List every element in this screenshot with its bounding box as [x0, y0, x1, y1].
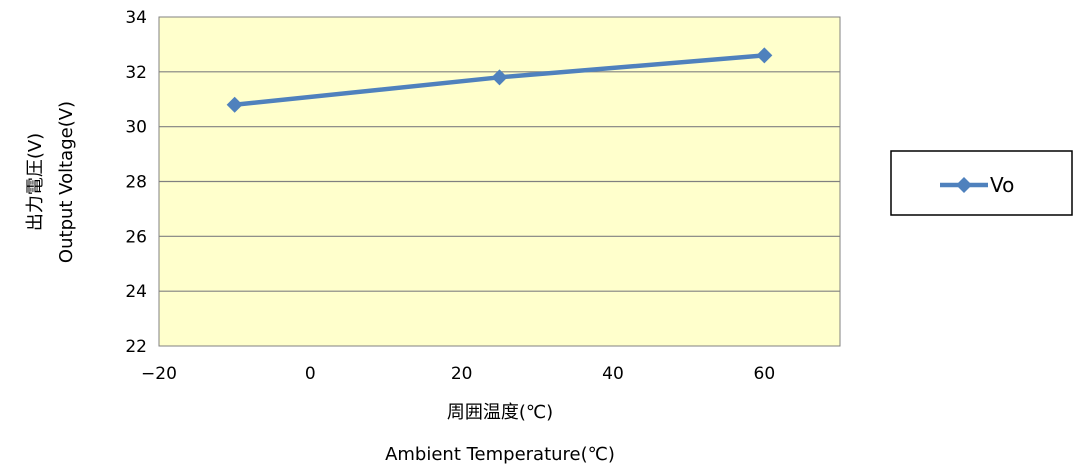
y-axis-title-line-2: Output Voltage(V) — [56, 101, 77, 263]
y-tick-labels: 22 24 26 28 30 32 34 — [125, 8, 147, 357]
y-tick-label: 26 — [125, 227, 147, 247]
x-axis-title-line-1: 周囲温度(℃) — [447, 402, 553, 423]
x-axis-title-line-2: Ambient Temperature(℃) — [385, 444, 615, 465]
legend: Vo — [891, 151, 1072, 215]
x-tick-label: 60 — [754, 364, 776, 384]
x-tick-label: 40 — [602, 364, 624, 384]
legend-label-vo: Vo — [990, 173, 1014, 197]
x-tick-labels: −20 0 20 40 60 — [141, 364, 775, 384]
x-tick-label: 20 — [451, 364, 473, 384]
y-axis-title-line-1: 出力電圧(V) — [25, 133, 46, 231]
y-tick-label: 32 — [125, 63, 147, 83]
x-tick-label: 0 — [305, 364, 316, 384]
y-tick-label: 34 — [125, 8, 147, 28]
y-tick-label: 22 — [125, 337, 147, 357]
y-tick-label: 24 — [125, 282, 147, 302]
y-tick-label: 30 — [125, 118, 147, 138]
x-tick-label: −20 — [141, 364, 177, 384]
y-tick-label: 28 — [125, 173, 147, 193]
